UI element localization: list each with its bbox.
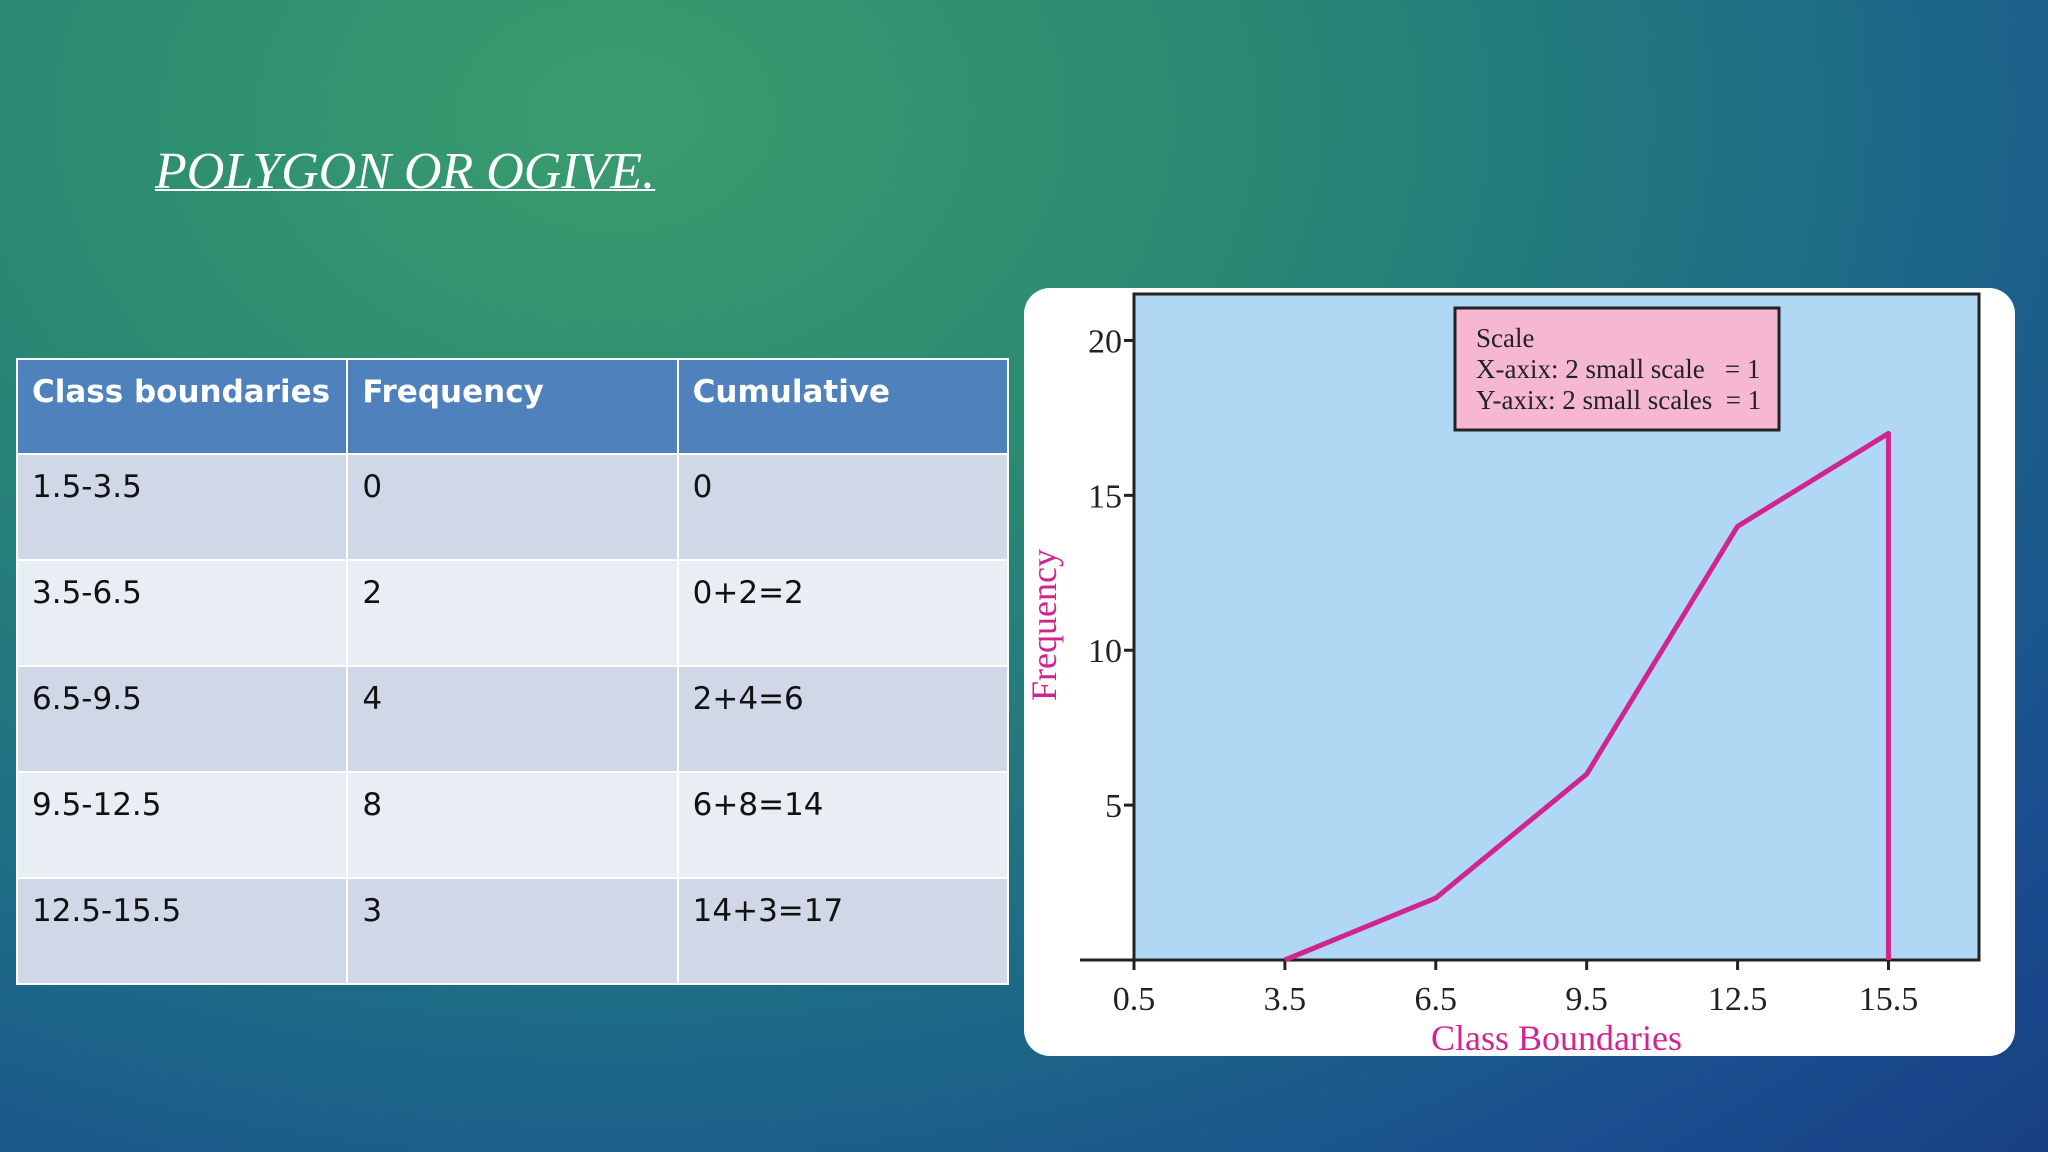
table-cell: 4: [346, 665, 679, 773]
table-row: 1.5-3.5 0 0: [15, 453, 1010, 561]
ogive-line: [1283, 430, 1891, 963]
y-tick-label: 20: [1088, 323, 1122, 360]
table-row: 6.5-9.5 4 2+4=6: [15, 665, 1010, 773]
x-tick-label: 3.5: [1264, 981, 1307, 1018]
y-tick-label: 15: [1088, 478, 1122, 515]
header-row: Class boundaries Frequency Cumulative: [15, 358, 1010, 455]
scale-box: [1453, 306, 1781, 432]
table-cell: 9.5-12.5: [15, 771, 349, 879]
table-cell: 12.5-15.5: [15, 877, 349, 985]
data-table: Class boundaries Frequency Cumulative 1.5-3…: [15, 358, 1010, 985]
header-cell: Frequency: [346, 358, 679, 455]
table-cell: 2: [346, 559, 679, 667]
x-tick-label: 0.5: [1113, 981, 1156, 1018]
table-cell: 0: [676, 453, 1010, 561]
scale-note: Y-axix: 2 small scales = 1: [1476, 385, 1761, 415]
x-tick-label: 9.5: [1565, 981, 1608, 1018]
table-cell: 2+4=6: [676, 665, 1010, 773]
table-row: 3.5-6.5 2 0+2=2: [15, 559, 1010, 667]
x-tick-label: 6.5: [1415, 981, 1458, 1018]
table-cell: 6.5-9.5: [15, 665, 349, 773]
scale-note: X-axix: 2 small scale = 1: [1476, 354, 1760, 384]
table-cell: 8: [346, 771, 679, 879]
header-cell: Cumulative: [676, 358, 1010, 455]
x-tick-label: 15.5: [1859, 981, 1919, 1018]
table-cell: 0: [346, 453, 679, 561]
table-cell: 6+8=14: [676, 771, 1010, 879]
table-body: 1.5-3.5 0 0 3.5-6.5 2 0+2=2 6.5-9.5 4 2+4=6 9.5-1…: [15, 453, 1010, 985]
x-axis-label: Class Boundaries: [1431, 1018, 1682, 1058]
table-cell: 0+2=2: [676, 559, 1010, 667]
y-tick-label: 5: [1105, 788, 1122, 825]
table-cell: 14+3=17: [676, 877, 1010, 985]
scale-note: Scale: [1476, 323, 1534, 353]
table-cell: 3: [346, 877, 679, 985]
y-tick-label: 10: [1088, 633, 1122, 670]
y-axis-label: Frequency: [1024, 549, 1064, 701]
slide-title: POLYGON OR OGIVE.: [155, 143, 656, 200]
header-cell: Class boundaries: [15, 358, 349, 455]
plot-area: [1132, 292, 1981, 962]
table-cell: 1.5-3.5: [15, 453, 349, 561]
table-row: 12.5-15.5 3 14+3=17: [15, 877, 1010, 985]
x-tick-label: 12.5: [1708, 981, 1768, 1018]
table-cell: 3.5-6.5: [15, 559, 349, 667]
table-row: 9.5-12.5 8 6+8=14: [15, 771, 1010, 879]
